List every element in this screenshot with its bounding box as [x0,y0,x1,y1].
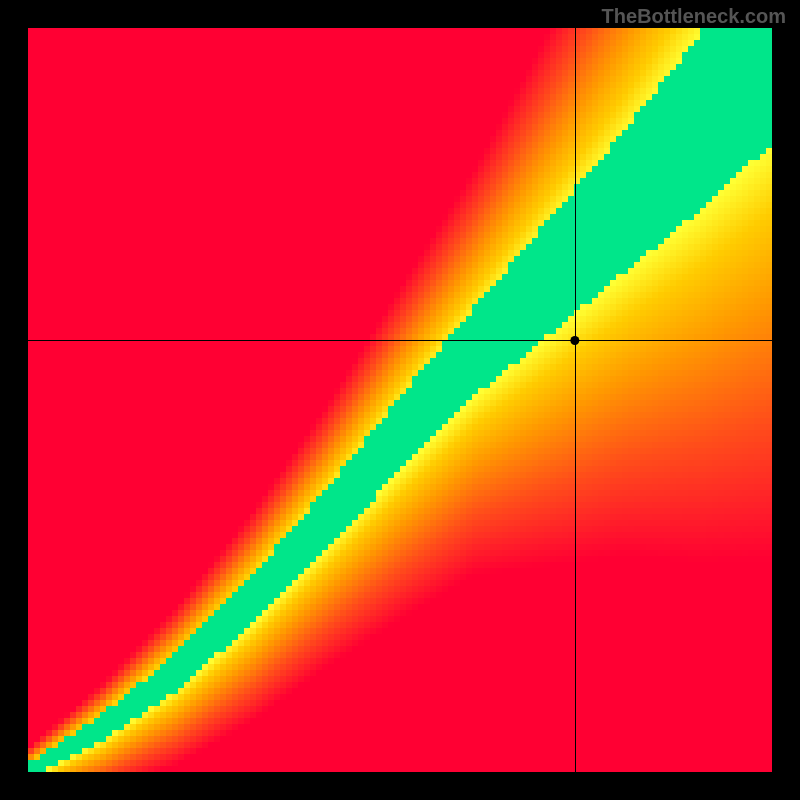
chart-container: TheBottleneck.com [0,0,800,800]
bottleneck-heatmap [28,28,772,772]
watermark-label: TheBottleneck.com [602,6,786,29]
